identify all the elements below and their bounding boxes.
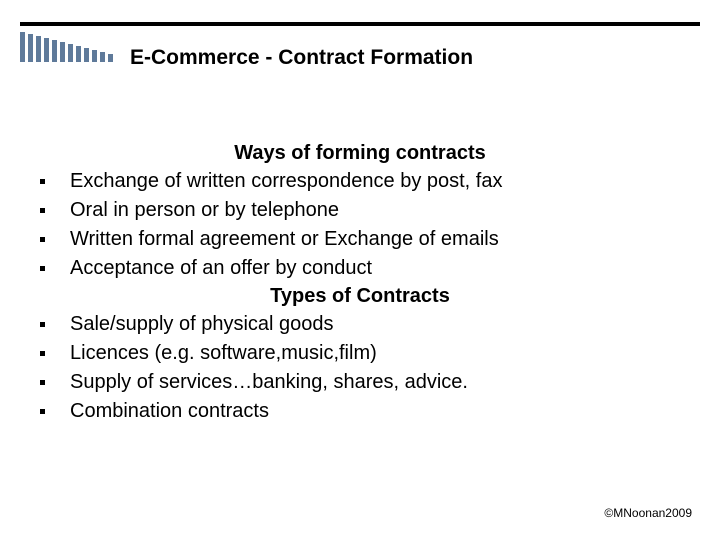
- horizontal-rule: [20, 22, 700, 26]
- section-heading: Ways of forming contracts: [28, 142, 692, 165]
- decorative-bars: [20, 32, 113, 62]
- section-heading: Types of Contracts: [28, 285, 692, 308]
- list-item: Sale/supply of physical goods: [28, 310, 692, 339]
- bullet-list: Sale/supply of physical goods Licences (…: [28, 310, 692, 426]
- list-item: Exchange of written correspondence by po…: [28, 167, 692, 196]
- list-item: Combination contracts: [28, 397, 692, 426]
- footer-copyright: ©MNoonan2009: [604, 506, 692, 520]
- slide-title: E-Commerce - Contract Formation: [130, 46, 473, 70]
- slide-content: Ways of forming contracts Exchange of wr…: [28, 140, 692, 426]
- list-item: Licences (e.g. software,music,film): [28, 339, 692, 368]
- list-item: Supply of services…banking, shares, advi…: [28, 368, 692, 397]
- list-item: Oral in person or by telephone: [28, 196, 692, 225]
- list-item: Acceptance of an offer by conduct: [28, 254, 692, 283]
- list-item: Written formal agreement or Exchange of …: [28, 225, 692, 254]
- bullet-list: Exchange of written correspondence by po…: [28, 167, 692, 283]
